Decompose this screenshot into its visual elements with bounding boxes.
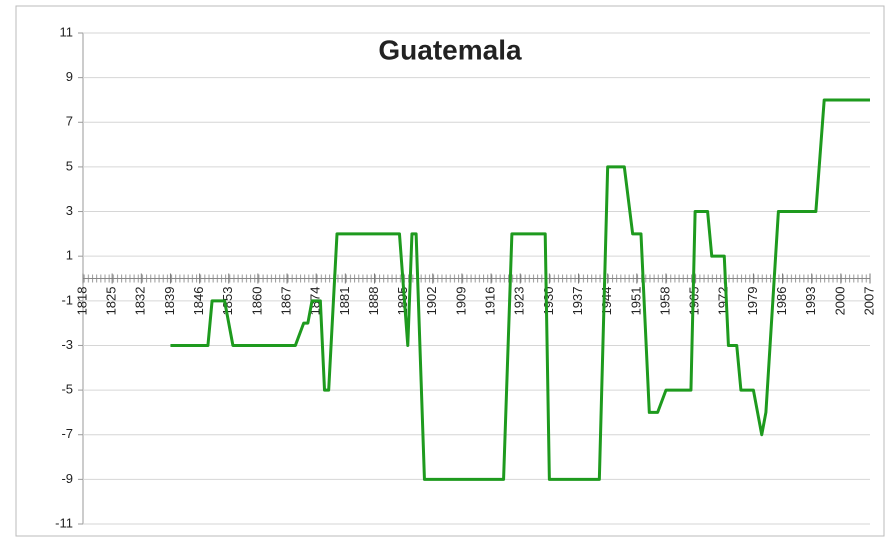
x-tick-label: 1993 [803,287,818,316]
x-tick-label: 1951 [628,287,643,316]
x-tick-label: 1909 [453,287,468,316]
y-tick-label: 7 [66,114,73,129]
y-tick-label: -11 [55,515,73,530]
x-tick-label: 1888 [366,287,381,316]
chart-title: Guatemala [378,34,522,65]
x-tick-label: 1846 [191,287,206,316]
x-tick-label: 1818 [74,287,89,316]
y-tick-label: 3 [66,203,73,218]
x-tick-label: 2007 [861,287,876,316]
x-tick-label: 1902 [424,287,439,316]
x-tick-label: 1860 [249,287,264,316]
x-tick-label: 1853 [220,287,235,316]
x-tick-label: 1986 [774,287,789,316]
x-tick-label: 1930 [541,287,556,316]
data-line [170,98,870,481]
y-tick-label: -5 [61,382,73,397]
x-tick-label: 1979 [745,287,760,316]
y-tick-label: -9 [61,471,73,486]
x-tick-label: 1958 [657,287,672,316]
x-tick-label: 1839 [162,287,177,316]
y-tick-label: 11 [60,24,74,39]
x-tick-label: 2000 [832,287,847,316]
y-tick-label: 1 [66,248,73,263]
x-tick-label: 1923 [512,287,527,316]
x-tick-label: 1972 [716,287,731,316]
x-tick-label: 1867 [278,287,293,316]
y-tick-label: 5 [66,158,73,173]
chart-frame [15,5,885,537]
x-tick-label: 1881 [337,287,352,316]
x-tick-label: 1937 [570,287,585,316]
y-tick-label: -3 [61,337,73,352]
x-tick-label: 1916 [483,287,498,316]
y-tick-label: 9 [66,69,73,84]
x-tick-label: 1832 [133,287,148,316]
y-tick-label: -7 [61,426,73,441]
x-tick-label: 1944 [599,287,614,316]
y-tick-label: -1 [61,292,73,307]
x-tick-label: 1825 [104,287,119,316]
